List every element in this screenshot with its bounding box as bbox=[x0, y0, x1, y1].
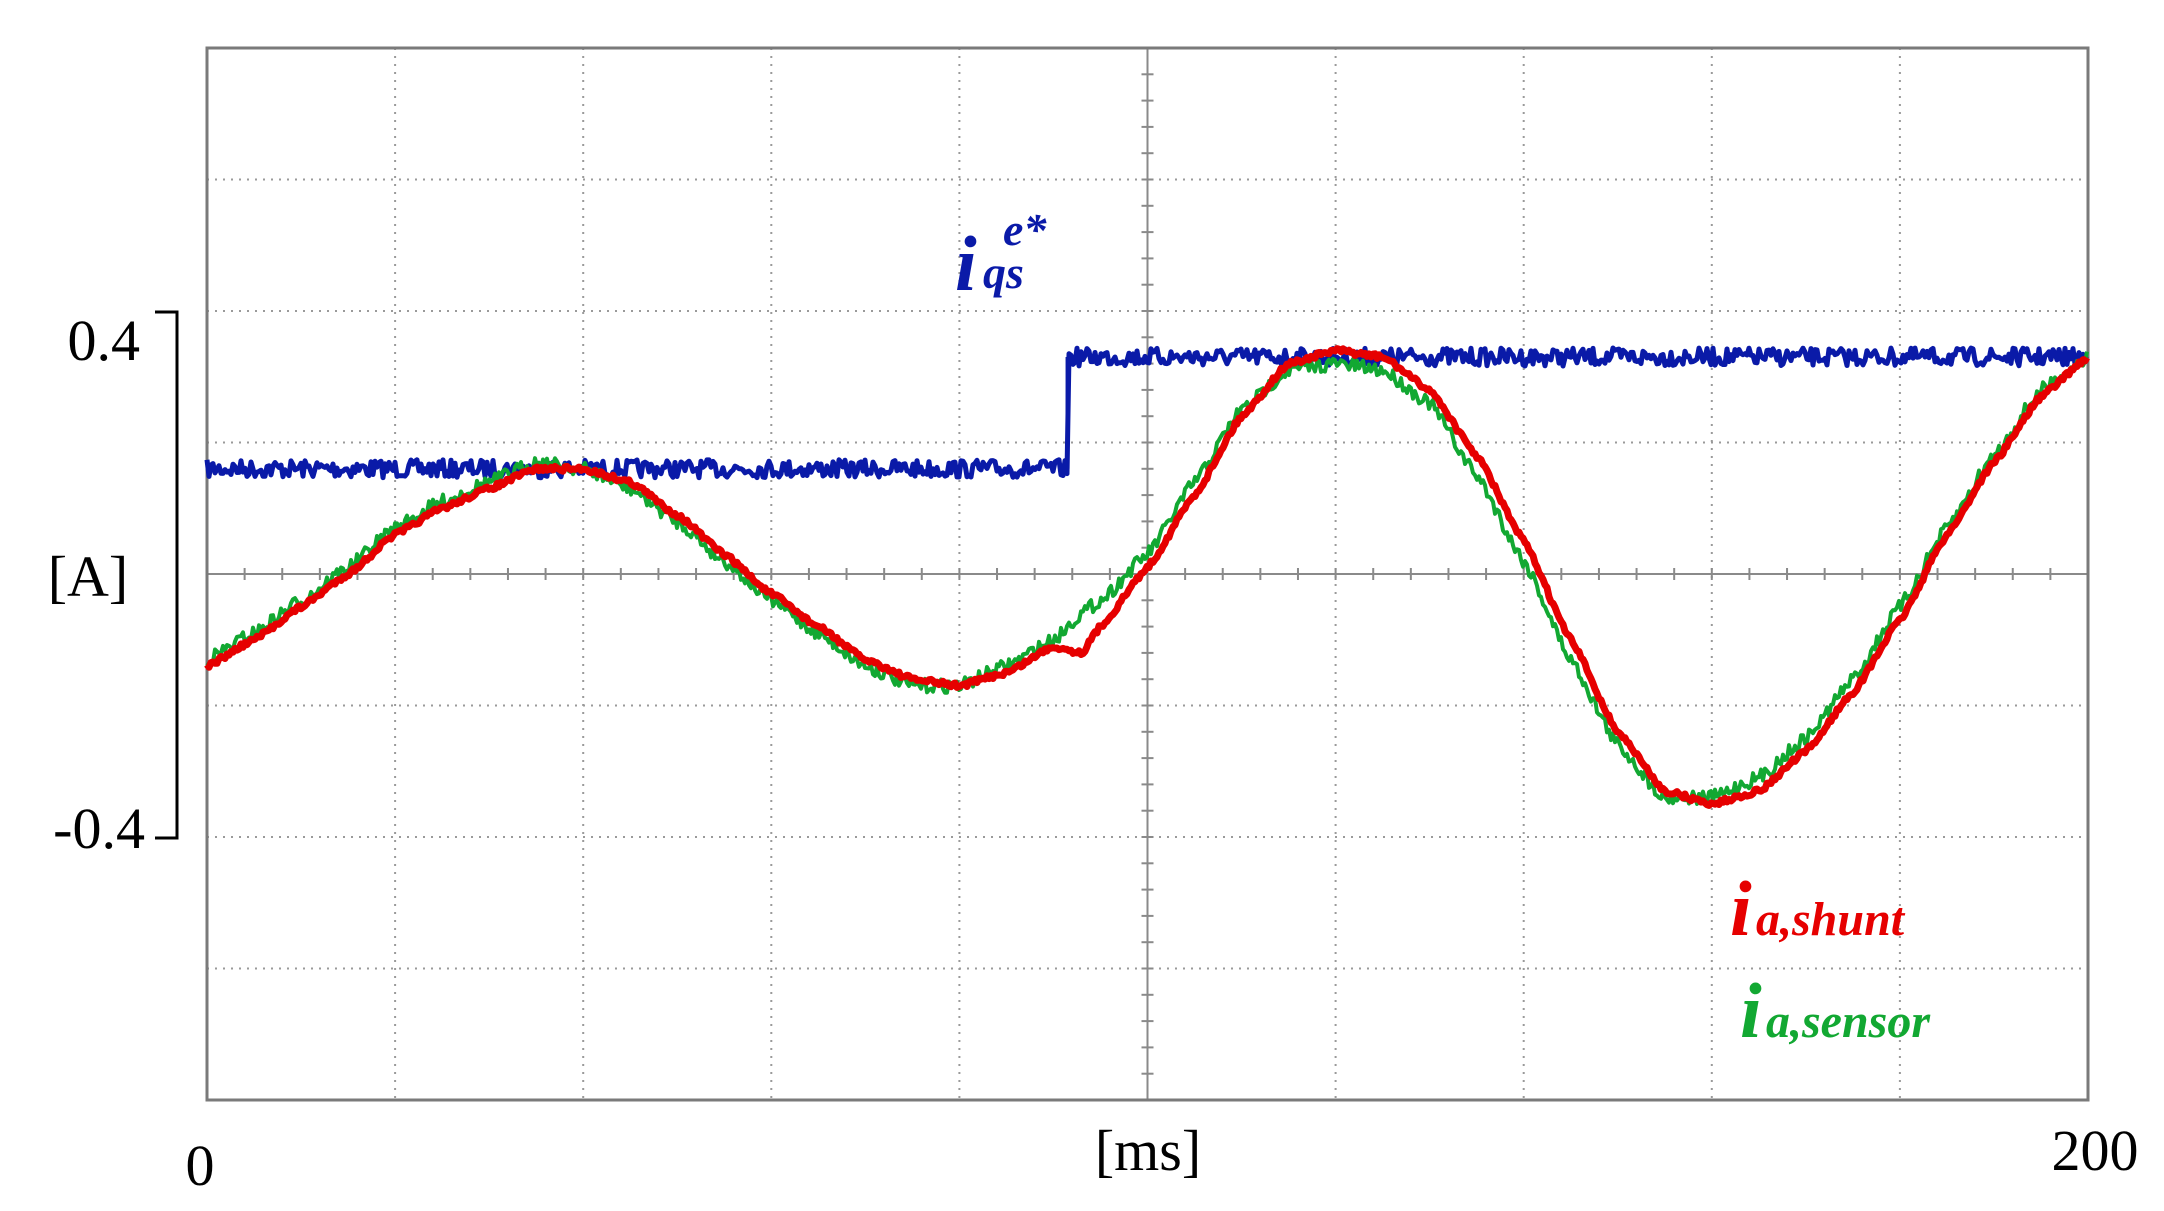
series-label-shunt-main: i bbox=[1730, 865, 1752, 952]
y-axis-bracket bbox=[155, 310, 179, 840]
y-tick-label-bottom: -0.4 bbox=[53, 796, 145, 861]
x-tick-label-start: 0 bbox=[186, 1133, 215, 1198]
series-line-shunt bbox=[204, 345, 2090, 809]
series-label-shunt-sub: a,shunt bbox=[1756, 893, 1906, 946]
series-label-shunt: i a,shunt bbox=[1730, 865, 1906, 952]
series-label-sensor-sub: a,sensor bbox=[1766, 995, 1931, 1048]
series-label-sensor-main: i bbox=[1740, 967, 1762, 1054]
x-tick-label-end: 200 bbox=[2052, 1118, 2139, 1183]
grid bbox=[206, 47, 2089, 1101]
series-label-sensor: i a,sensor bbox=[1740, 967, 1931, 1054]
series-layer bbox=[204, 345, 2090, 809]
y-axis-label: [A] bbox=[48, 544, 129, 609]
series-label-iqs-sup: e* bbox=[1003, 204, 1047, 255]
plot-border bbox=[205, 46, 2090, 1102]
series-label-iqs-sub: qs bbox=[983, 247, 1024, 298]
y-tick-label-top: 0.4 bbox=[68, 308, 141, 373]
series-line-sensor bbox=[205, 351, 2089, 806]
series-label-iqs: i qs e* bbox=[955, 204, 1047, 307]
y-bracket-line bbox=[155, 310, 179, 840]
x-axis-label: [ms] bbox=[1095, 1118, 1201, 1183]
series-label-iqs-main: i bbox=[955, 220, 977, 307]
plot-frame bbox=[205, 46, 2090, 1102]
